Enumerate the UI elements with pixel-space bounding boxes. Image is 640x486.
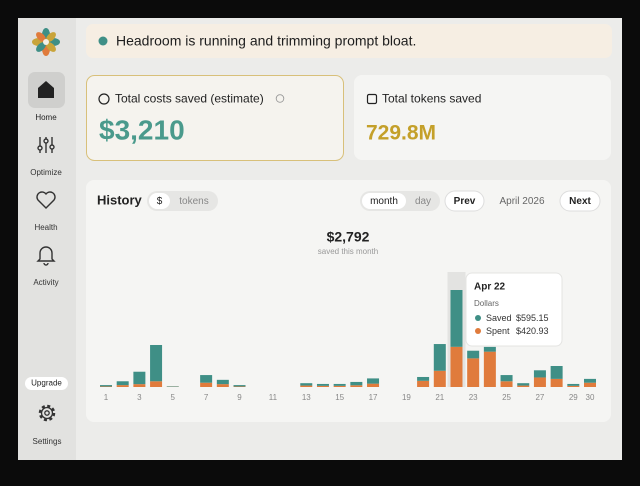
x-tick-label: 17: [369, 393, 378, 402]
next-label[interactable]: Next: [569, 196, 591, 207]
bar-segment: [367, 378, 379, 383]
nav-label[interactable]: Home: [35, 113, 57, 122]
bar-segment: [300, 386, 312, 387]
x-tick-label: 11: [269, 393, 278, 402]
x-tick-label: 9: [237, 393, 242, 402]
bar-segment: [100, 385, 112, 386]
bar-segment: [484, 347, 496, 352]
bar-segment: [150, 345, 162, 381]
tooltip-title: Apr 22: [474, 282, 506, 293]
card-value: 729.8M: [366, 122, 436, 145]
bar-segment: [467, 351, 479, 359]
history-title: History: [97, 192, 143, 207]
x-tick-label: 3: [137, 393, 142, 402]
x-tick-label: 21: [435, 393, 444, 402]
card-label: Total costs saved (estimate): [115, 92, 264, 106]
period-label: April 2026: [499, 196, 544, 207]
month-total: $2,792: [327, 229, 370, 245]
bar-segment: [584, 383, 596, 387]
bar-segment: [501, 375, 513, 381]
tooltip-subtitle: Dollars: [474, 299, 499, 308]
bar-segment: [217, 380, 229, 384]
toggle-option[interactable]: tokens: [179, 196, 208, 207]
tooltip-value: $420.93: [516, 326, 549, 336]
bar-segment: [350, 382, 362, 385]
x-tick-label: 15: [335, 393, 344, 402]
legend-name: Spent: [486, 326, 510, 336]
x-tick-label: 29: [569, 393, 578, 402]
x-tick-label: 19: [402, 393, 411, 402]
bar-segment: [300, 383, 312, 385]
bar-segment: [534, 370, 546, 377]
bar-segment: [334, 384, 346, 386]
month-total-caption: saved this month: [318, 247, 378, 256]
bar-segment: [217, 384, 229, 387]
prev-label[interactable]: Prev: [454, 196, 476, 207]
bar-segment: [133, 384, 145, 387]
bar-segment: [434, 344, 446, 371]
bar-segment: [417, 381, 429, 387]
bar-segment: [417, 377, 429, 381]
bar-segment: [567, 384, 579, 386]
bar-segment: [450, 290, 462, 347]
bar-segment: [200, 383, 212, 387]
bar-segment: [584, 379, 596, 383]
bar-segment: [117, 385, 129, 387]
card-value: $3,210: [99, 114, 185, 145]
bar-segment: [501, 381, 513, 387]
nav-label[interactable]: Optimize: [30, 168, 62, 177]
tooltip: Apr 22 Dollars Saved $595.15 Spent $420.93: [466, 273, 562, 346]
bar-segment: [534, 377, 546, 387]
x-tick-label: 27: [535, 393, 544, 402]
legend-dot: [475, 328, 481, 334]
bar-segment: [484, 352, 496, 387]
bar-segment: [467, 358, 479, 387]
status-dot: [99, 37, 108, 46]
upgrade-label[interactable]: Upgrade: [31, 379, 62, 388]
banner-text: Headroom is running and trimming prompt …: [116, 33, 416, 49]
toggle-option[interactable]: $: [157, 196, 163, 207]
x-tick-label: 5: [171, 393, 176, 402]
x-tick-label: 30: [586, 393, 595, 402]
bar-segment: [551, 366, 563, 379]
optimize-icon[interactable]: [38, 137, 54, 153]
nav-label[interactable]: Settings: [33, 437, 62, 446]
bar-segment: [367, 384, 379, 387]
bar-segment: [517, 383, 529, 385]
toggle-option[interactable]: month: [370, 196, 398, 207]
nav-label[interactable]: Health: [34, 223, 57, 232]
card-label: Total tokens saved: [382, 92, 481, 106]
bar-segment: [117, 381, 129, 385]
x-tick-label: 23: [469, 393, 478, 402]
bar-segment: [334, 386, 346, 387]
x-tick-label: 1: [104, 393, 109, 402]
bar-segment: [150, 381, 162, 387]
nav-label[interactable]: Activity: [33, 278, 58, 287]
tokens-card: [354, 75, 611, 160]
bar-segment: [234, 385, 246, 386]
tooltip-value: $595.15: [516, 313, 549, 323]
bar-segment: [517, 386, 529, 387]
x-tick-label: 7: [204, 393, 209, 402]
toggle-option[interactable]: day: [415, 196, 431, 207]
legend-name: Saved: [486, 313, 512, 323]
bar-segment: [434, 371, 446, 387]
bar-segment: [551, 379, 563, 387]
bar-segment: [133, 372, 145, 384]
bar-segment: [317, 386, 329, 387]
bar-segment: [450, 347, 462, 387]
legend-dot: [475, 315, 481, 321]
bar-segment: [317, 384, 329, 386]
bar-segment: [350, 385, 362, 387]
bar-segment: [200, 375, 212, 383]
bar-segment: [567, 386, 579, 387]
x-tick-label: 25: [502, 393, 511, 402]
x-tick-label: 13: [302, 393, 311, 402]
